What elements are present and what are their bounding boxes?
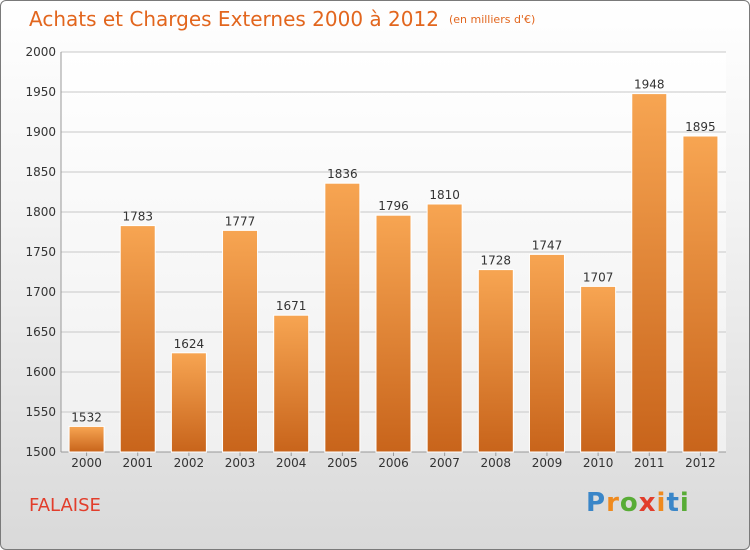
- y-tick-label: 1900: [25, 125, 56, 139]
- bar: [528, 253, 565, 453]
- y-tick-label: 1950: [25, 85, 56, 99]
- logo-letter: i: [679, 488, 690, 518]
- x-tick-label: 2002: [174, 456, 205, 470]
- y-tick-label: 1500: [25, 445, 56, 459]
- y-tick-label: 1750: [25, 245, 56, 259]
- y-tick-label: 1550: [25, 405, 56, 419]
- bar: [324, 182, 361, 453]
- bar: [375, 214, 412, 453]
- y-tick-label: 1800: [25, 205, 56, 219]
- chart-title-text: Achats et Charges Externes 2000 à 2012: [29, 7, 439, 31]
- data-label: 1948: [634, 78, 665, 92]
- data-label: 1783: [122, 210, 153, 224]
- y-tick-label: 1600: [25, 365, 56, 379]
- data-label: 1810: [429, 188, 460, 202]
- bar: [426, 203, 463, 453]
- x-tick-label: 2008: [481, 456, 512, 470]
- location-label: FALAISE: [29, 495, 101, 516]
- data-label: 1624: [174, 337, 205, 351]
- logo-letter: o: [619, 488, 639, 518]
- x-tick-label: 2010: [583, 456, 614, 470]
- x-tick-label: 2004: [276, 456, 307, 470]
- y-tick-label: 1700: [25, 285, 56, 299]
- x-tick-label: 2009: [532, 456, 563, 470]
- x-tick-label: 2011: [634, 456, 665, 470]
- data-label: 1777: [225, 214, 256, 228]
- bar: [170, 352, 207, 453]
- bar: [119, 225, 156, 453]
- bar: [682, 135, 719, 453]
- y-tick-label: 2000: [25, 45, 56, 59]
- chart-title: Achats et Charges Externes 2000 à 2012 (e…: [29, 7, 535, 31]
- data-label: 1671: [276, 299, 307, 313]
- data-label: 1728: [481, 254, 512, 268]
- logo-letter: r: [606, 488, 620, 518]
- data-label: 1532: [71, 410, 102, 424]
- data-label: 1707: [583, 270, 614, 284]
- proxiti-logo: Proxiti: [586, 488, 690, 518]
- bar: [631, 93, 668, 453]
- data-label: 1836: [327, 167, 358, 181]
- logo-letter: i: [656, 488, 667, 518]
- data-label: 1747: [532, 238, 563, 252]
- bar: [580, 285, 617, 453]
- y-tick-label: 1650: [25, 325, 56, 339]
- x-tick-label: 2001: [122, 456, 153, 470]
- bar: [273, 314, 310, 453]
- data-label: 1796: [378, 199, 409, 213]
- x-tick-label: 2005: [327, 456, 358, 470]
- bar: [477, 269, 514, 453]
- logo-letter: t: [666, 488, 680, 518]
- y-tick-label: 1850: [25, 165, 56, 179]
- bar: [68, 425, 105, 453]
- x-tick-label: 2006: [378, 456, 409, 470]
- logo-letter: P: [586, 488, 607, 518]
- bar: [222, 229, 259, 453]
- logo-letter: x: [638, 488, 657, 518]
- x-tick-label: 2007: [429, 456, 460, 470]
- x-tick-label: 2012: [685, 456, 716, 470]
- x-tick-label: 2003: [225, 456, 256, 470]
- data-label: 1895: [685, 120, 716, 134]
- x-tick-label: 2000: [71, 456, 102, 470]
- chart-subtitle: (en milliers d'€): [448, 13, 536, 26]
